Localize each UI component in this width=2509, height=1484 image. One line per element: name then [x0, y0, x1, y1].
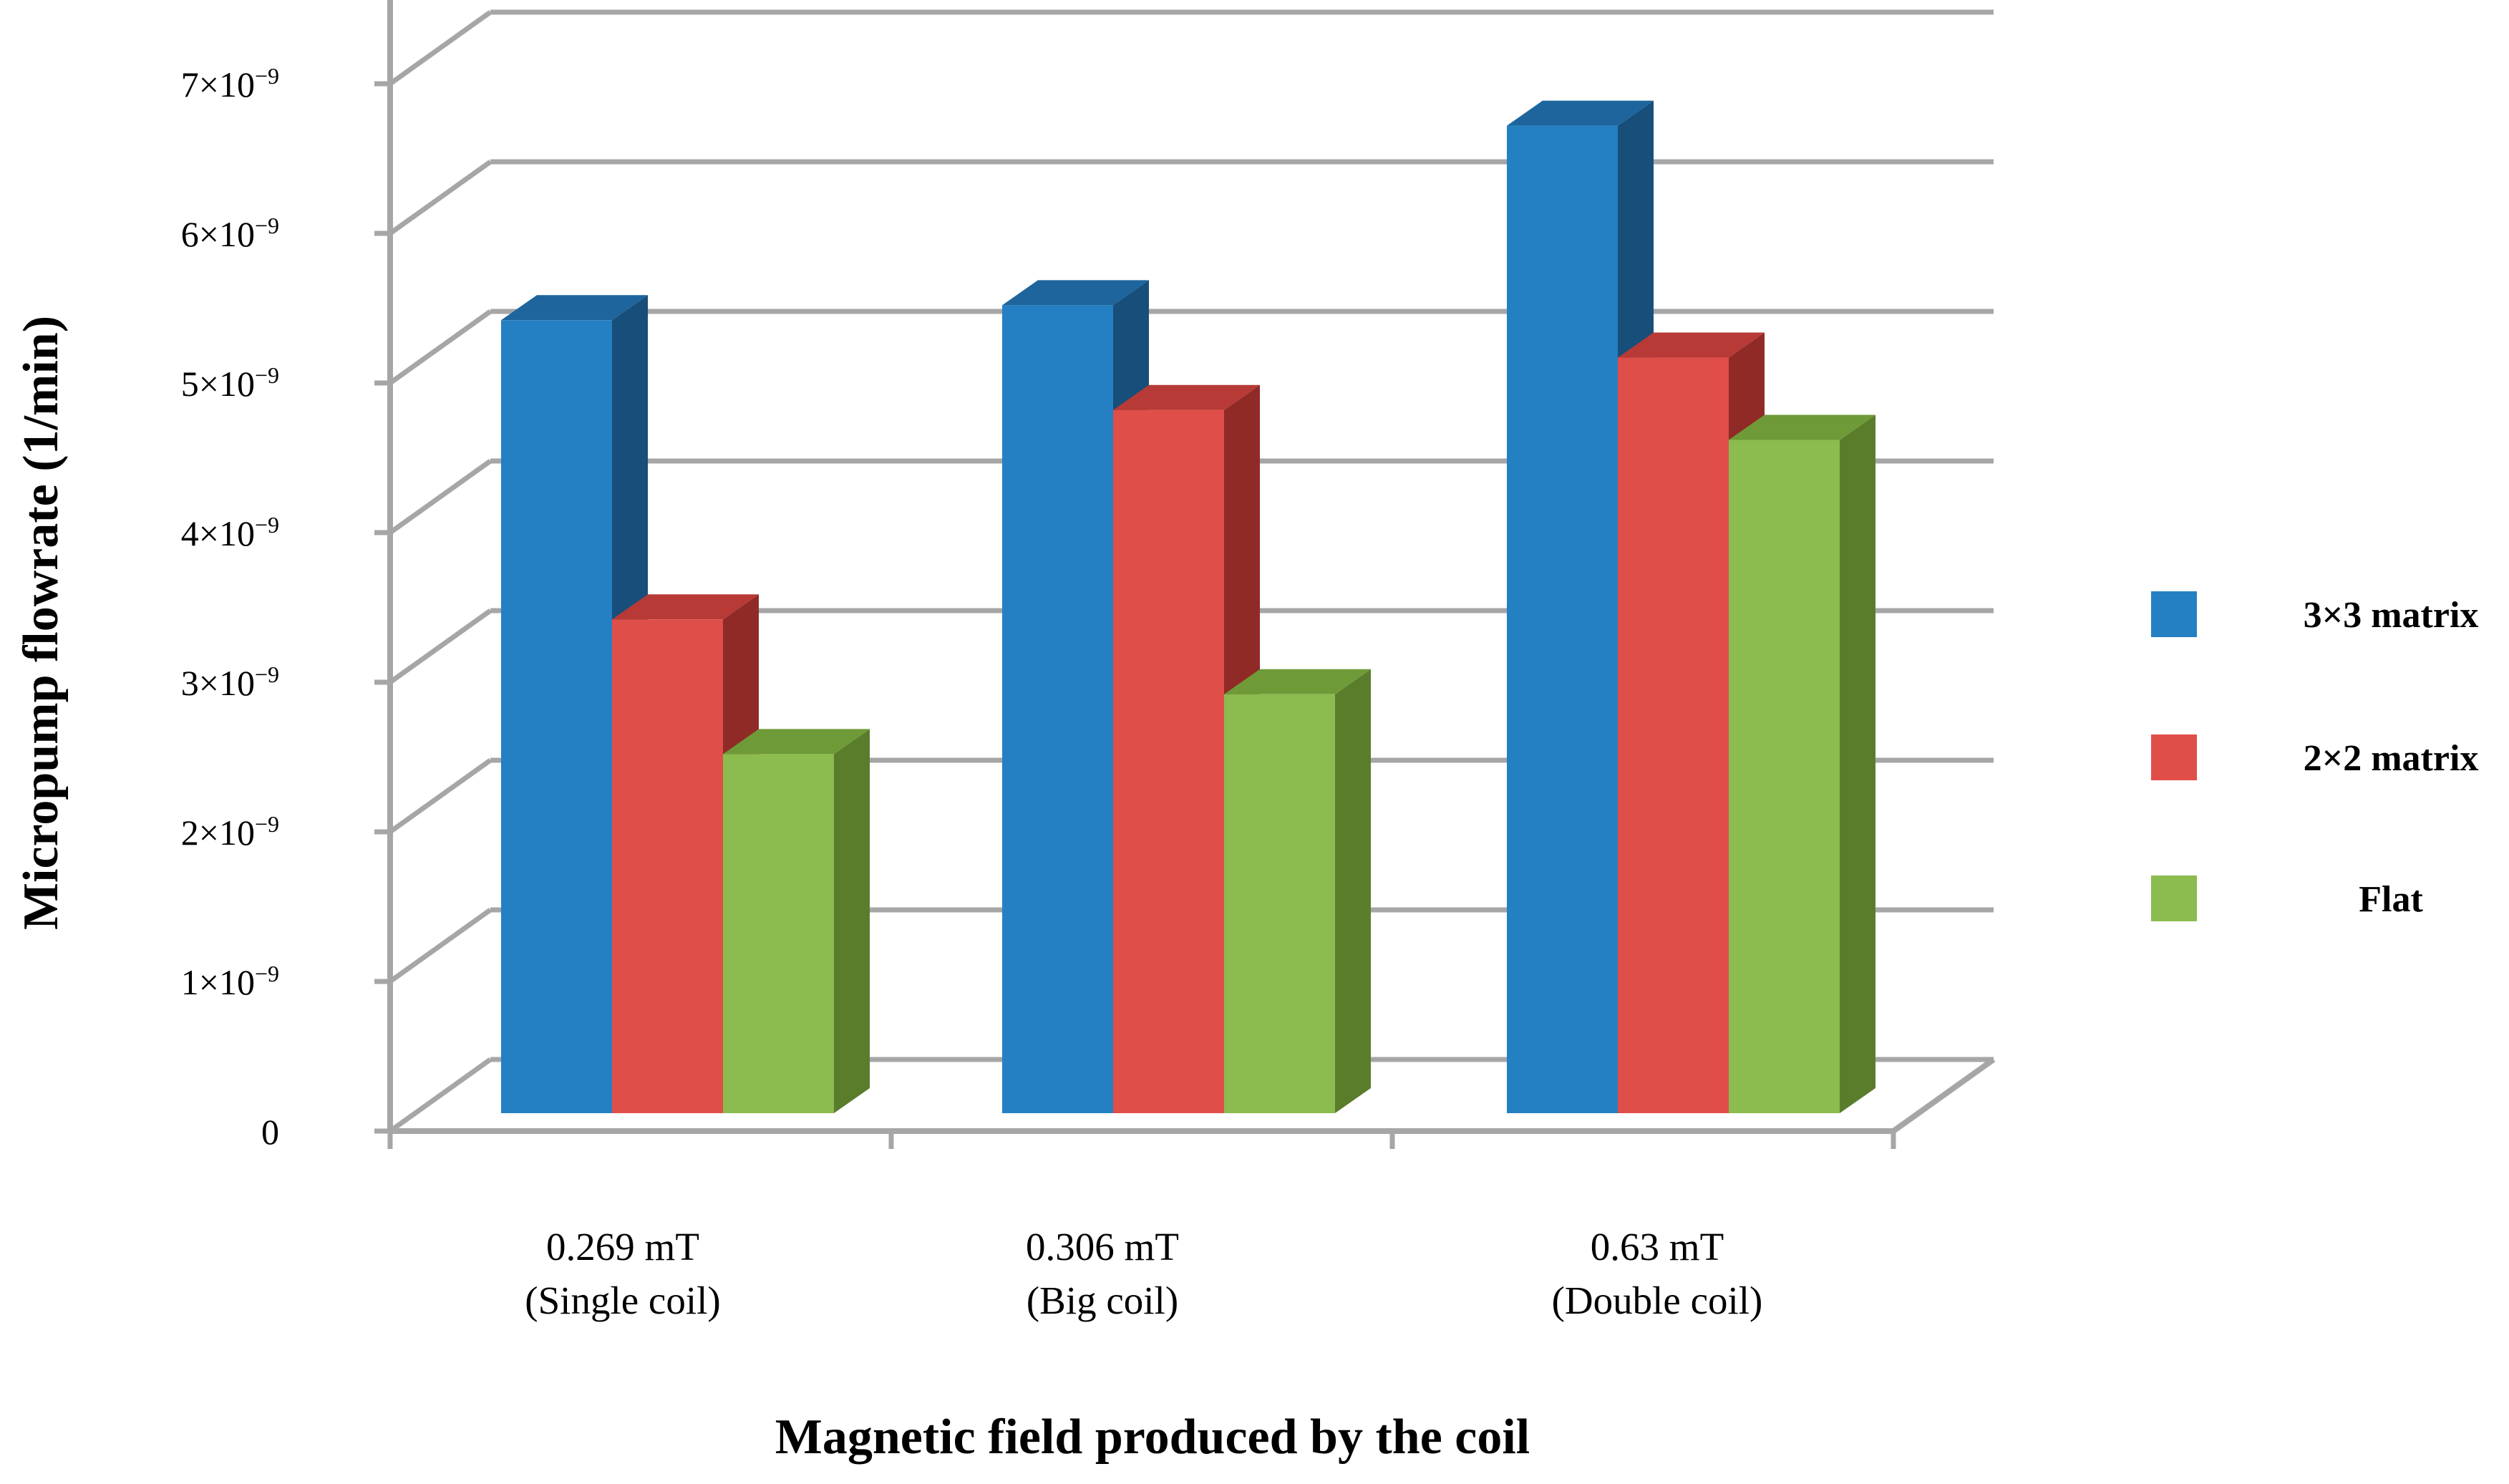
- gridline-diagonal: [388, 908, 492, 984]
- bar-flat-cat3: [1729, 414, 1875, 1113]
- floor-right-edge: [1891, 1057, 1996, 1134]
- legend-item: Flat: [2151, 876, 2423, 921]
- y-tick-label: 0: [261, 1112, 279, 1152]
- y-tick-label: 1×10−9: [181, 961, 279, 1002]
- bars: [501, 100, 1875, 1114]
- legend-item: 3×3 matrix: [2151, 591, 2478, 637]
- y-tick-label: 7×10−9: [181, 63, 279, 105]
- bar-top: [501, 295, 648, 321]
- legend-swatch: [2151, 734, 2197, 780]
- bar-top: [1002, 280, 1149, 306]
- bar-side: [1840, 414, 1875, 1113]
- bar-top: [612, 594, 759, 620]
- bar-front: [723, 754, 834, 1113]
- bar-side: [1335, 669, 1371, 1113]
- legend-swatch: [2151, 591, 2197, 637]
- x-tick-label: 0.63 mT: [1591, 1225, 1724, 1269]
- gridline-diagonal: [388, 160, 492, 236]
- legend-label: 2×2 matrix: [2304, 738, 2479, 779]
- y-tick-label: 3×10−9: [181, 661, 279, 703]
- gridline-diagonal: [388, 10, 492, 86]
- bar-front: [501, 320, 612, 1113]
- x-tick-label: 0.306 mT: [1026, 1225, 1179, 1269]
- y-tick-label: 6×10−9: [181, 213, 279, 254]
- legend-label: 3×3 matrix: [2304, 595, 2479, 636]
- bar-flat-cat2: [1224, 669, 1371, 1113]
- axes: [374, 0, 1996, 1149]
- gridline-diagonal: [388, 758, 492, 834]
- y-tick-label: 5×10−9: [181, 362, 279, 404]
- bar-front: [1113, 409, 1224, 1113]
- y-tick-label: 2×10−9: [181, 811, 279, 853]
- x-tick-label: (Double coil): [1552, 1279, 1763, 1322]
- gridline-diagonal: [388, 459, 492, 535]
- legend: 3×3 matrix 2×2 matrix Flat: [2151, 591, 2478, 921]
- y-tick-label: 4×10−9: [181, 512, 279, 553]
- bar-front: [1224, 694, 1335, 1113]
- x-tick-label: 0.269 mT: [546, 1225, 699, 1269]
- tick-labels: 0 1×10−9 2×10−9 3×10−9 4×10−9 5×10−9 6×10−9 7×1…: [181, 63, 1763, 1322]
- bar-flat-cat1: [723, 729, 870, 1113]
- gridline-diagonal: [388, 1057, 492, 1133]
- legend-label: Flat: [2359, 879, 2423, 920]
- legend-swatch: [2151, 876, 2197, 921]
- x-tick-label: (Single coil): [525, 1279, 720, 1322]
- x-axis-title: Magnetic field produced by the coil: [775, 1410, 1530, 1465]
- bar-side: [834, 729, 870, 1113]
- bar-front: [1002, 305, 1113, 1113]
- bar-front: [1507, 125, 1618, 1114]
- legend-item: 2×2 matrix: [2151, 734, 2478, 780]
- bar-top: [1113, 384, 1260, 410]
- bar-top: [1729, 414, 1875, 440]
- bar-top: [1224, 669, 1371, 694]
- bar-top: [723, 729, 870, 755]
- bar-front: [612, 619, 723, 1113]
- gridline-diagonal: [388, 608, 492, 684]
- bar-front: [1618, 357, 1729, 1113]
- bar-front: [1729, 440, 1840, 1113]
- y-axis-title: Micropump flowrate (1/min): [14, 316, 69, 930]
- bar-top: [1618, 332, 1765, 358]
- gridline-diagonal: [388, 309, 492, 385]
- x-tick-label: (Big coil): [1027, 1279, 1178, 1322]
- bar-top: [1507, 100, 1654, 126]
